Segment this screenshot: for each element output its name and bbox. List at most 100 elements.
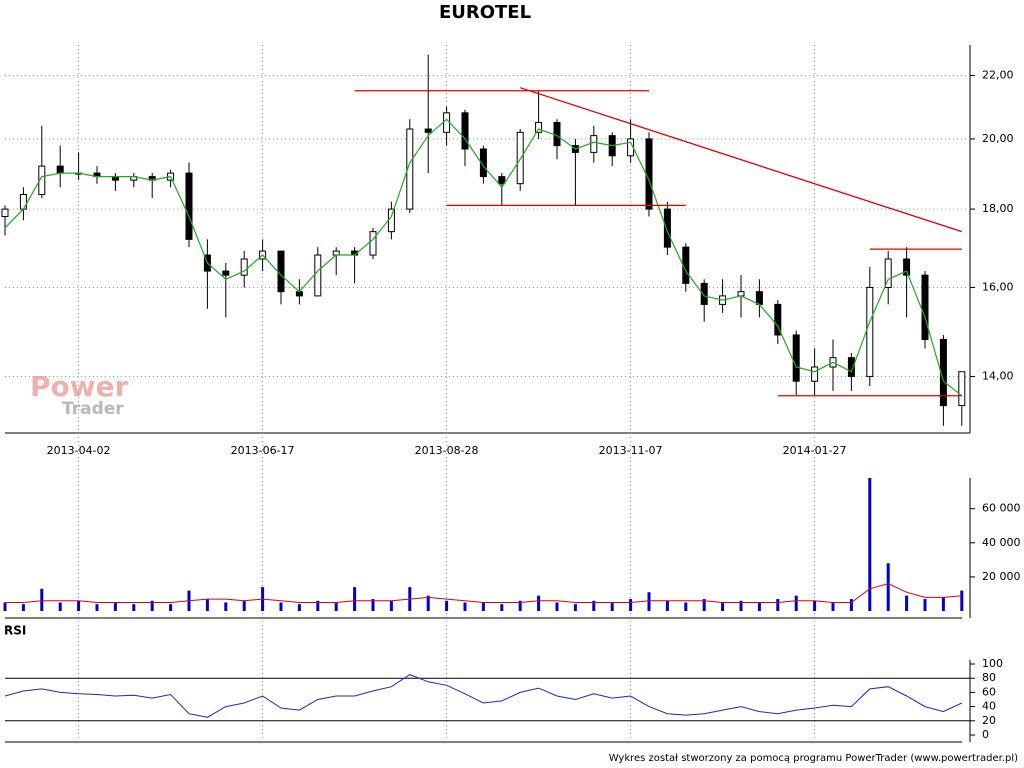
candle-body: [811, 366, 819, 382]
volume-bar: [665, 600, 669, 611]
candle-body: [461, 112, 469, 150]
volume-y-tick-label: 60 000: [982, 502, 1021, 515]
candle-body: [516, 131, 524, 185]
volume-bar: [573, 604, 577, 611]
volume-bar: [610, 602, 614, 611]
volume-bar: [592, 600, 596, 611]
y-tick-label: 20,00: [982, 132, 1014, 145]
candle-body: [19, 193, 27, 210]
volume-bar: [353, 587, 357, 611]
volume-bar: [941, 597, 945, 611]
volume-bar: [518, 600, 522, 611]
candle-body: [774, 303, 782, 336]
candle-body: [406, 128, 414, 210]
volume-bar: [371, 599, 375, 611]
x-tick-label: 2014-01-27: [783, 444, 847, 457]
rsi-label: RSI: [4, 624, 26, 638]
volume-bar: [224, 602, 228, 611]
candle-body: [222, 270, 230, 276]
candle-body: [903, 258, 911, 276]
candle-body: [847, 357, 855, 377]
volume-bar: [886, 563, 890, 611]
rsi-line: [4, 674, 963, 718]
volume-bar: [960, 590, 964, 611]
rsi-y-tick-label: 20: [982, 714, 996, 727]
candle-body: [38, 165, 46, 195]
volume-bar: [905, 595, 909, 611]
volume-bar: [40, 588, 44, 611]
candle-body: [424, 128, 432, 133]
rsi-y-tick-label: 80: [982, 671, 996, 684]
volume-bar: [537, 595, 541, 611]
volume-bar: [684, 602, 688, 611]
candle-body: [645, 138, 653, 210]
x-tick-label: 2013-04-02: [47, 444, 111, 457]
volume-bar: [923, 599, 927, 611]
candle-body: [314, 254, 322, 297]
volume-bar: [629, 599, 633, 611]
candle-body: [479, 148, 487, 178]
volume-bar: [794, 595, 798, 611]
volume-bar: [463, 602, 467, 611]
volume-bar: [132, 604, 136, 611]
footer: Wykres został stworzony za pomocą progra…: [609, 753, 1018, 764]
y-tick-label: 22,00: [982, 68, 1014, 81]
chart-title: EUROTEL: [439, 2, 531, 23]
candle-body: [1, 208, 9, 218]
candle-body: [921, 274, 929, 340]
rsi-y-tick-label: 0: [982, 728, 989, 741]
y-tick-label: 14,00: [982, 369, 1014, 382]
candle-body: [277, 250, 285, 293]
volume-bar: [279, 602, 283, 611]
rsi-y-tick-label: 40: [982, 700, 996, 713]
volume-bar: [242, 600, 246, 611]
volume-bar: [702, 599, 706, 611]
volume-bar: [389, 600, 393, 611]
candle-body: [590, 135, 598, 153]
moving-average-line: [4, 118, 963, 397]
candle-body: [792, 334, 800, 382]
volume-bar: [95, 604, 99, 611]
volume-bar: [445, 600, 449, 611]
volume-bar: [297, 604, 301, 611]
rsi-y-tick-label: 100: [982, 657, 1003, 670]
candle-body: [498, 176, 506, 185]
volume-bar: [481, 602, 485, 611]
volume-bar: [721, 602, 725, 611]
candle-body: [443, 112, 451, 133]
logo-trader: Trader: [62, 399, 124, 419]
volume-bar: [426, 595, 430, 611]
volume-bar: [334, 602, 338, 611]
trendline: [519, 87, 963, 233]
candle-body: [369, 231, 377, 256]
volume-average-line: [5, 583, 962, 603]
rsi-y-tick-label: 60: [982, 685, 996, 698]
volume-bar: [739, 600, 743, 611]
candle-body: [866, 287, 874, 377]
candle-body: [56, 165, 64, 174]
volume-bar: [500, 604, 504, 611]
x-tick-label: 2013-08-28: [415, 444, 479, 457]
volume-bar: [150, 600, 154, 611]
candle-body: [240, 258, 248, 276]
volume-bar: [849, 599, 853, 611]
candle-body: [535, 121, 543, 133]
volume-bar: [776, 599, 780, 611]
x-tick-label: 2013-06-17: [231, 444, 295, 457]
candle-body: [884, 258, 892, 289]
candle-body: [700, 282, 708, 305]
volume-bar: [868, 478, 872, 611]
volume-y-tick-label: 40 000: [982, 536, 1021, 549]
candle-body: [737, 291, 745, 297]
volume-y-tick-label: 20 000: [982, 570, 1021, 583]
candle-body: [755, 291, 763, 305]
volume-bar: [77, 600, 81, 611]
y-tick-label: 16,00: [982, 281, 1014, 294]
volume-bar: [21, 604, 25, 611]
candle-body: [185, 172, 193, 240]
volume-bar: [757, 602, 761, 611]
volume-bar: [3, 602, 7, 611]
logo-power: Power: [30, 370, 129, 403]
